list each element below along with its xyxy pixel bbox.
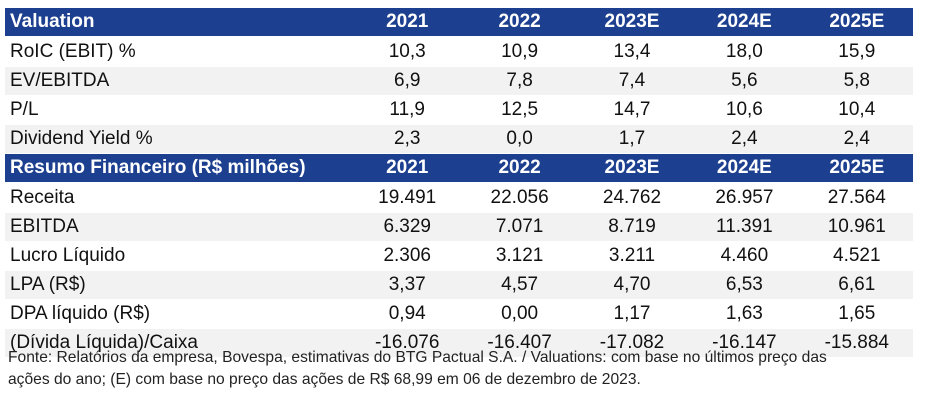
table-body: Valuation 2021 2022 2023E 2024E 2025E RoIC (EB… [5, 8, 913, 358]
value-cell: 26.957 [688, 183, 801, 213]
valuation-table-row: P/L 11,9 12,5 14,7 10,6 10,4 [5, 95, 913, 125]
value-cell: 0,94 [351, 299, 464, 329]
value-cell: 6,61 [800, 270, 913, 300]
valuation-column-header: 2025E [800, 8, 913, 37]
value-cell: 7,8 [463, 66, 576, 96]
value-cell: 10,6 [688, 95, 801, 125]
resumo-financeiro-column-header: 2023E [575, 153, 689, 183]
value-cell: 5,8 [800, 66, 913, 96]
row-label: EBITDA [5, 212, 352, 242]
valuation-column-header: 2022 [463, 8, 576, 37]
resumo-financeiro-table-row: EBITDA 6.329 7.071 8.719 11.391 10.961 [5, 212, 913, 242]
value-cell: 27.564 [800, 183, 913, 213]
value-cell: 3,37 [351, 270, 464, 300]
resumo-financeiro-table-row: (Dívida Líquida)/Caixa -16.076 -16.407 -17.… [5, 328, 913, 358]
resumo-financeiro-column-header: 2022 [463, 153, 576, 183]
value-cell: -16.407 [463, 328, 576, 358]
value-cell: 1,65 [800, 299, 913, 329]
value-cell: 12,5 [463, 95, 576, 125]
value-cell: 6.329 [351, 212, 464, 242]
resumo-financeiro-table-row: Lucro Líquido 2.306 3.121 3.211 4.460 4.521 [5, 241, 913, 271]
value-cell: 24.762 [575, 183, 689, 213]
row-label: EV/EBITDA [5, 66, 352, 96]
valuation-column-header: 2021 [351, 8, 464, 37]
value-cell: 5,6 [688, 66, 801, 96]
row-label: RoIC (EBIT) % [5, 37, 352, 67]
resumo-financeiro-table-row: DPA líquido (R$) 0,94 0,00 1,17 1,63 1,65 [5, 299, 913, 329]
value-cell: 1,63 [688, 299, 801, 329]
value-cell: 0,0 [463, 124, 576, 154]
value-cell: 4.521 [800, 241, 913, 271]
row-label: Dividend Yield % [5, 124, 352, 154]
value-cell: 4,57 [463, 270, 576, 300]
row-label: P/L [5, 95, 352, 125]
value-cell: 2.306 [351, 241, 464, 271]
value-cell: 8.719 [575, 212, 689, 242]
value-cell: 10,3 [351, 37, 464, 67]
resumo-financeiro-column-header: 2021 [351, 153, 464, 183]
value-cell: 3.121 [463, 241, 576, 271]
footnote: Fonte: Relatórios da empresa, Bovespa, e… [8, 347, 918, 391]
footnote-line-1: Fonte: Relatórios da empresa, Bovespa, e… [8, 349, 827, 366]
value-cell: -17.082 [575, 328, 689, 358]
financial-table: Valuation 2021 2022 2023E 2024E 2025E RoIC (EB… [5, 8, 913, 358]
value-cell: 4.460 [688, 241, 801, 271]
value-cell: 14,7 [575, 95, 689, 125]
value-cell: 6,53 [688, 270, 801, 300]
value-cell: 19.491 [351, 183, 464, 213]
value-cell: 0,00 [463, 299, 576, 329]
value-cell: 11.391 [688, 212, 801, 242]
row-label: DPA líquido (R$) [5, 299, 352, 329]
valuation-table-row: EV/EBITDA 6,9 7,8 7,4 5,6 5,8 [5, 66, 913, 96]
row-label: Receita [5, 183, 352, 213]
value-cell: 18,0 [688, 37, 801, 67]
value-cell: 3.211 [575, 241, 689, 271]
resumo-financeiro-table-row: LPA (R$) 3,37 4,57 4,70 6,53 6,61 [5, 270, 913, 300]
value-cell: 6,9 [351, 66, 464, 96]
resumo-financeiro-column-header: 2024E [688, 153, 801, 183]
value-cell: 7,4 [575, 66, 689, 96]
resumo-financeiro-header-row: Resumo Financeiro (R$ milhões) 2021 2022 20… [5, 153, 913, 183]
value-cell: 2,3 [351, 124, 464, 154]
value-cell: 10,9 [463, 37, 576, 67]
value-cell: 10,4 [800, 95, 913, 125]
value-cell: -16.147 [688, 328, 801, 358]
value-cell: 15,9 [800, 37, 913, 67]
value-cell: 2,4 [688, 124, 801, 154]
value-cell: 4,70 [575, 270, 689, 300]
row-label: (Dívida Líquida)/Caixa [5, 328, 352, 358]
value-cell: 1,7 [575, 124, 689, 154]
value-cell: 11,9 [351, 95, 464, 125]
financial-table-panel: Valuation 2021 2022 2023E 2024E 2025E RoIC (EB… [5, 8, 915, 358]
valuation-section-title: Valuation [5, 8, 352, 37]
resumo-financeiro-table-row: Receita 19.491 22.056 24.762 26.957 27.564 [5, 183, 913, 213]
value-cell: 7.071 [463, 212, 576, 242]
value-cell: 13,4 [575, 37, 689, 67]
value-cell: -15.884 [800, 328, 913, 358]
value-cell: 1,17 [575, 299, 689, 329]
row-label: Lucro Líquido [5, 241, 352, 271]
resumo-financeiro-column-header: 2025E [800, 153, 913, 183]
value-cell: 22.056 [463, 183, 576, 213]
value-cell: 10.961 [800, 212, 913, 242]
valuation-column-header: 2024E [688, 8, 801, 37]
value-cell: -16.076 [351, 328, 464, 358]
valuation-table-row: RoIC (EBIT) % 10,3 10,9 13,4 18,0 15,9 [5, 37, 913, 67]
row-label: LPA (R$) [5, 270, 352, 300]
value-cell: 2,4 [800, 124, 913, 154]
footnote-line-2: ações do ano; (E) com base no preço das … [8, 371, 641, 388]
valuation-header-row: Valuation 2021 2022 2023E 2024E 2025E [5, 8, 913, 37]
valuation-table-row: Dividend Yield % 2,3 0,0 1,7 2,4 2,4 [5, 124, 913, 154]
resumo-financeiro-section-title: Resumo Financeiro (R$ milhões) [5, 153, 352, 183]
valuation-column-header: 2023E [575, 8, 689, 37]
